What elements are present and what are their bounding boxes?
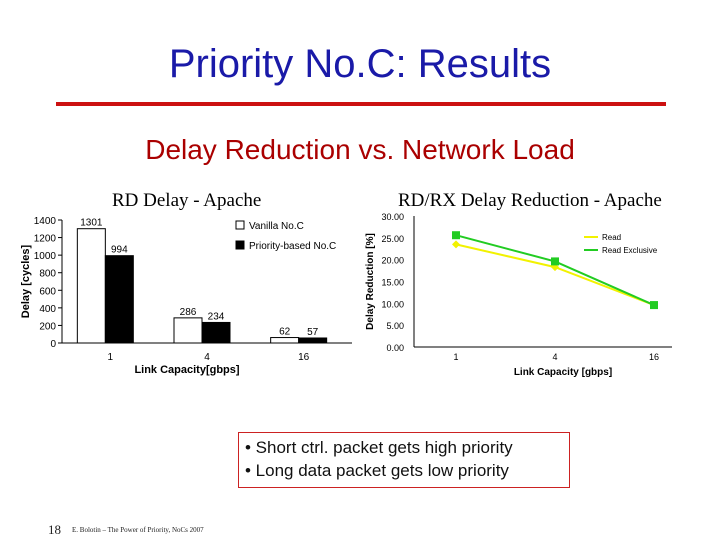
data-point: [650, 301, 658, 310]
x-tick-label: 1: [453, 352, 458, 362]
legend-swatch: [235, 240, 245, 250]
bar: [173, 317, 203, 344]
data-point: [551, 257, 559, 266]
slide-number: 18: [48, 522, 61, 537]
y-tick-label: 800: [39, 269, 56, 280]
data-point: [551, 263, 559, 272]
x-tick-label: 1: [108, 352, 114, 363]
data-point: [452, 240, 460, 249]
legend-label: Priority-based No.C: [249, 241, 336, 252]
data-label: 286: [180, 307, 197, 318]
slide-subtitle: Delay Reduction vs. Network Load: [145, 134, 575, 165]
data-label: 234: [208, 311, 225, 322]
title-underline: [56, 102, 666, 106]
bar: [76, 228, 106, 344]
y-axis-label: Delay [cycles]: [20, 244, 32, 318]
y-tick-label: 0.00: [386, 343, 404, 353]
legend-label: Read Exclusive: [602, 246, 658, 255]
x-axis-label: Link Capacity [gbps]: [514, 367, 612, 378]
y-tick-label: 1400: [34, 216, 57, 227]
y-tick-label: 5.00: [386, 321, 404, 331]
y-tick-label: 400: [39, 304, 56, 315]
bullet-box: • Short ctrl. packet gets high priority …: [238, 432, 570, 488]
y-tick-label: 20.00: [381, 256, 404, 266]
y-tick-label: 30.00: [381, 212, 404, 222]
footer-citation: E. Bolotin – The Power of Priority, NoCs…: [72, 526, 204, 534]
data-label: 57: [307, 327, 319, 338]
legend-label: Vanilla No.C: [249, 221, 304, 232]
x-tick-label: 4: [204, 352, 210, 363]
y-tick-label: 15.00: [381, 278, 404, 288]
y-tick-label: 200: [39, 321, 56, 332]
y-axis-label: Delay Reduction [%]: [365, 233, 376, 330]
bar: [104, 255, 134, 344]
line-chart: 0.00 5.00 10.00 15.00 20.00 25.00 30.00 1 4 16 Lin…: [365, 212, 672, 378]
y-tick-label: 1000: [34, 251, 57, 262]
x-axis-label: Link Capacity[gbps]: [134, 364, 239, 376]
y-tick-label: 10.00: [381, 299, 404, 309]
line-chart-title: RD/RX Delay Reduction - Apache: [398, 190, 662, 211]
slide-title: Priority No.C: Results: [168, 42, 552, 86]
y-tick-label: 600: [39, 286, 56, 297]
data-label: 62: [279, 327, 291, 338]
x-tick-label: 16: [649, 352, 659, 362]
bullet-item-2: • Long data packet gets low priority: [245, 461, 509, 480]
y-tick-label: 1200: [34, 234, 57, 245]
y-tick-label: 25.00: [381, 234, 404, 244]
bar: [201, 321, 231, 344]
data-label: 994: [111, 245, 128, 256]
bar-chart-title: RD Delay - Apache: [112, 190, 262, 211]
bar: [298, 337, 328, 344]
x-tick-label: 16: [298, 352, 310, 363]
y-tick-label: 0: [50, 339, 56, 350]
legend-label: Read: [602, 233, 621, 242]
x-tick-label: 4: [552, 352, 557, 362]
bullet-item-1: • Short ctrl. packet gets high priority: [245, 438, 513, 457]
bar: [270, 337, 300, 344]
data-point: [452, 231, 460, 240]
bar-chart: 0 200 400 600 800 1000 1200 1400 1 1301 994 4 286 234…: [20, 216, 352, 376]
legend-swatch: [235, 220, 245, 230]
data-label: 1301: [80, 218, 103, 229]
